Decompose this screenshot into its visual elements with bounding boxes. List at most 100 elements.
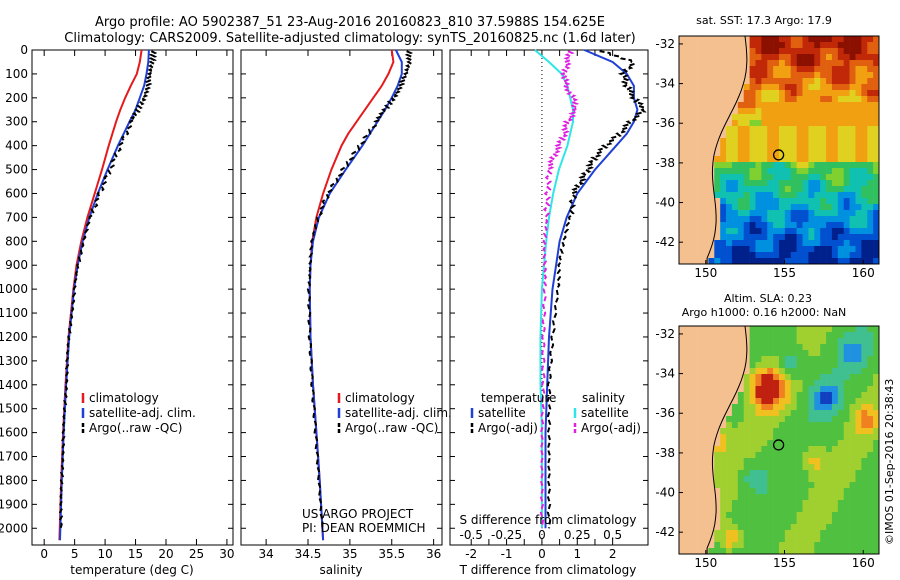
map-cell: [761, 416, 768, 423]
map-cell: [773, 216, 780, 223]
map-cell: [714, 416, 721, 423]
map-cell: [814, 482, 821, 489]
map-cell: [702, 54, 709, 61]
map-cell: [714, 162, 721, 169]
map-cell: [837, 204, 844, 211]
map-cell: [708, 512, 715, 519]
map-cell: [679, 362, 686, 369]
map-cell: [814, 234, 821, 241]
map-cell: [808, 156, 815, 163]
map-cell: [696, 108, 703, 115]
map-cell: [867, 252, 874, 259]
map-cell: [767, 90, 774, 97]
map-cell: [684, 240, 692, 247]
map-cell: [731, 234, 739, 241]
map-cell: [690, 60, 697, 67]
map-cell: [702, 410, 709, 417]
map-cell: [843, 48, 850, 55]
map-cell: [726, 174, 733, 181]
map-cell: [802, 108, 809, 115]
map-cell: [837, 210, 844, 217]
map-cell: [779, 506, 786, 513]
map-cell: [826, 530, 833, 537]
sla-map-subtitle: Argo h1000: 0.16 h2000: NaN: [682, 306, 847, 319]
map-cell: [855, 126, 862, 133]
map-cell: [702, 398, 709, 405]
map-cell: [779, 234, 786, 241]
map-cell: [802, 368, 809, 375]
map-cell: [743, 138, 750, 145]
map-cell: [726, 332, 733, 339]
map-cell: [837, 252, 844, 259]
map-cell: [714, 102, 721, 109]
map-cell: [855, 458, 862, 465]
map-cell: [831, 156, 839, 163]
map-cell: [784, 252, 792, 259]
map-cell: [726, 78, 733, 85]
map-cell: [855, 440, 862, 447]
map-cell: [702, 440, 709, 447]
map-cell: [702, 90, 709, 97]
map-cell: [820, 252, 827, 259]
map-cell: [814, 332, 821, 339]
map-cell: [873, 494, 880, 501]
map-cell: [796, 368, 803, 375]
map-cell: [849, 536, 856, 543]
map-cell: [820, 464, 827, 471]
map-cell: [702, 36, 709, 43]
map-cell: [737, 126, 744, 133]
map-cell: [767, 392, 774, 399]
map-cell: [837, 96, 844, 103]
map-y-tick-label: -38: [655, 156, 675, 170]
map-cell: [714, 126, 721, 133]
map-cell: [684, 512, 692, 519]
map-cell: [684, 476, 692, 483]
map-cell: [708, 84, 715, 91]
map-cell: [726, 186, 733, 193]
map-cell: [679, 90, 686, 97]
map-cell: [808, 78, 815, 85]
map-cell: [802, 168, 809, 175]
map-cell: [831, 36, 839, 43]
map-cell: [720, 524, 727, 531]
map-cell: [843, 186, 850, 193]
map-cell: [684, 494, 692, 501]
x-tick-label: 34.5: [295, 547, 322, 561]
map-cell: [696, 216, 703, 223]
map-cell: [820, 78, 827, 85]
map-cell: [796, 90, 803, 97]
map-cell: [714, 78, 721, 85]
map-cell: [731, 240, 739, 247]
map-cell: [690, 506, 697, 513]
map-cell: [743, 428, 750, 435]
map-cell: [826, 138, 833, 145]
map-cell: [684, 192, 692, 199]
map-cell: [784, 506, 792, 513]
map-cell: [873, 90, 880, 97]
map-cell: [837, 386, 844, 393]
map-cell: [761, 404, 768, 411]
map-cell: [820, 326, 827, 333]
map-cell: [708, 386, 715, 393]
map-cell: [773, 240, 780, 247]
map-cell: [702, 404, 709, 411]
map-cell: [749, 440, 756, 447]
map-cell: [737, 548, 744, 555]
map-cell: [861, 144, 868, 151]
map-cell: [837, 380, 844, 387]
map-cell: [808, 434, 815, 441]
map-cell: [790, 156, 797, 163]
map-cell: [873, 386, 880, 393]
map-cell: [731, 192, 739, 199]
map-cell: [726, 156, 733, 163]
map-cell: [855, 252, 862, 259]
map-cell: [684, 500, 692, 507]
map-cell: [861, 222, 868, 229]
map-cell: [679, 60, 686, 67]
map-cell: [731, 72, 739, 79]
map-cell: [802, 78, 809, 85]
map-cell: [755, 458, 762, 465]
map-cell: [755, 36, 762, 43]
map-cell: [743, 422, 750, 429]
